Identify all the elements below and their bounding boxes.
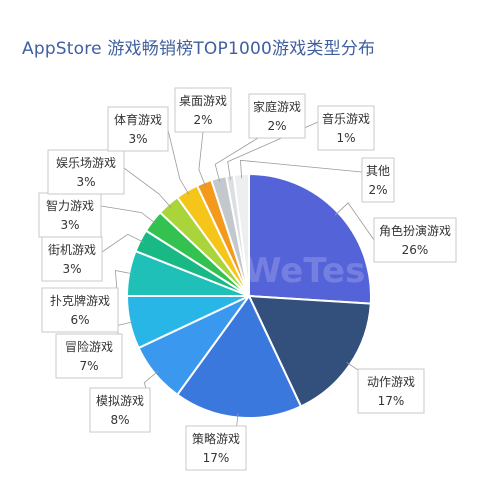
slice-percent: 3% [76,175,95,189]
slice-label-5: 冒险游戏 7% [55,333,123,379]
slice-percent: 3% [62,262,81,276]
label-box [361,157,395,203]
slice-name: 智力游戏 [46,198,94,213]
slice-name: 桌面游戏 [179,94,227,108]
label-box [38,192,102,238]
label-box [107,106,169,152]
label-box [248,93,306,139]
label-box [174,87,232,133]
slice-label-6: 扑克牌游戏 6% [41,287,119,333]
slice-percent: 17% [203,451,230,465]
label-box [55,333,123,379]
label-box [89,387,151,433]
slice-name: 娱乐场游戏 [56,156,116,170]
slice-percent: 1% [336,131,355,145]
slice-label-11: 桌面游戏 2% [174,87,232,133]
slice-percent: 6% [70,313,89,327]
slice-label-10: 体育游戏 3% [107,106,169,152]
slice-percent: 8% [110,413,129,427]
slice-name: 动作游戏 [367,375,415,389]
leader-line-1 [334,202,375,241]
slice-label-13: 音乐游戏 1% [317,105,375,151]
watermark: WeTest [244,251,382,291]
slice-labels: 角色扮演游戏 26% 动作游戏 17% 策略游戏 17% 模拟游戏 8% 冒险游戏 7% 扑克牌游戏… [38,87,457,471]
label-box [317,105,375,151]
slice-label-1: 角色扮演游戏 26% [373,217,457,263]
chart-title: AppStore 游戏畅销榜TOP1000游戏类型分布 [22,39,376,59]
slice-name: 模拟游戏 [96,394,144,408]
slice-label-3: 策略游戏 17% [185,425,247,471]
leader-line-8 [100,205,157,225]
leader-line-7 [101,233,145,253]
leader-line-12 [214,137,259,182]
slice-name: 其他 [366,164,390,178]
label-box [41,287,119,333]
slice-percent: 3% [128,132,147,146]
leader-line-10 [167,129,190,195]
slice-label-2: 动作游戏 17% [357,368,425,414]
slice-label-7: 街机游戏 3% [41,236,103,282]
label-box [47,149,125,195]
label-box [357,368,425,414]
slice-percent: 26% [402,243,429,257]
slice-name: 策略游戏 [192,431,240,446]
slice-label-4: 模拟游戏 8% [89,387,151,433]
slice-name: 家庭游戏 [253,99,301,114]
slice-name: 角色扮演游戏 [379,223,451,238]
slice-label-14: 其他 2% [361,157,395,203]
label-box [373,217,457,263]
slice-label-12: 家庭游戏 2% [248,93,306,139]
slice-label-8: 智力游戏 3% [38,192,102,238]
slice-percent: 2% [267,119,286,133]
slice-name: 扑克牌游戏 [50,294,110,308]
slice-name: 音乐游戏 [322,111,370,126]
leader-line-14 [240,159,363,179]
pie-slices [125,172,372,419]
leader-line-9 [123,167,172,208]
slice-name: 街机游戏 [48,243,96,257]
slice-name: 冒险游戏 [65,339,113,354]
label-box [185,425,247,471]
slice-percent: 2% [368,183,387,197]
slice-percent: 17% [378,394,405,408]
slice-name: 体育游戏 [114,112,162,127]
slice-percent: 2% [193,113,212,127]
slice-label-9: 娱乐场游戏 3% [47,149,125,195]
slice-percent: 3% [60,218,79,232]
slice-percent: 7% [79,359,98,373]
leader-line-11 [198,131,206,187]
